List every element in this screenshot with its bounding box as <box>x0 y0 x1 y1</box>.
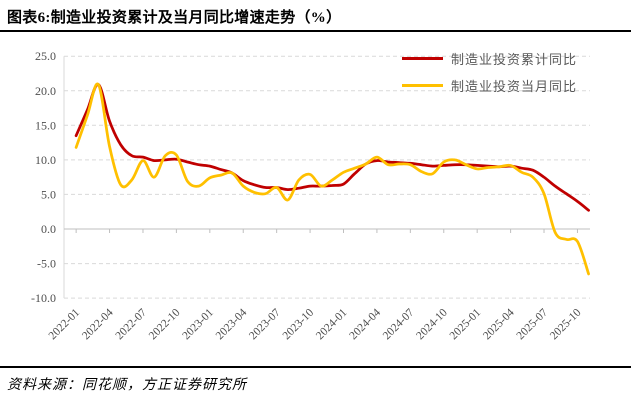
y-axis-label: 0.0 <box>41 222 56 236</box>
y-axis-label: 5.0 <box>41 187 56 201</box>
y-axis-label: 25.0 <box>35 49 56 63</box>
figure-title: 图表6:制造业投资累计及当月同比增速走势（%） <box>7 10 342 26</box>
x-axis-label: 2025-04 <box>481 306 517 342</box>
x-axis-label: 2022-01 <box>47 306 83 342</box>
x-axis-label: 2022-07 <box>114 306 150 342</box>
x-axis-label: 2023-07 <box>247 306 283 342</box>
y-axis-label: -10.0 <box>31 291 56 305</box>
legend-line-cumulative <box>402 56 443 60</box>
x-axis-label: 2024-10 <box>414 306 450 342</box>
legend: 制造业投资累计同比 制造业投资当月同比 <box>402 49 577 103</box>
x-axis-label: 2024-01 <box>314 306 350 342</box>
y-axis-label: 10.0 <box>35 153 56 167</box>
footer-divider <box>0 366 631 368</box>
y-axis-label: 15.0 <box>35 118 56 132</box>
x-axis-label: 2025-07 <box>515 306 551 342</box>
title-divider <box>0 30 631 32</box>
legend-line-monthly <box>402 83 443 87</box>
x-axis-label: 2023-10 <box>281 306 317 342</box>
x-axis-label: 2024-07 <box>381 306 417 342</box>
source-note: 资料来源：同花顺，方正证券研究所 <box>7 378 247 393</box>
legend-label-monthly: 制造业投资当月同比 <box>451 78 578 94</box>
y-axis-label: -5.0 <box>37 257 56 271</box>
legend-item-cumulative: 制造业投资累计同比 <box>402 49 577 67</box>
x-axis-label: 2022-10 <box>147 306 183 342</box>
x-axis-label: 2023-01 <box>180 306 216 342</box>
x-axis-label: 2023-04 <box>214 306 250 342</box>
x-axis-label: 2025-10 <box>548 306 584 342</box>
legend-label-cumulative: 制造业投资累计同比 <box>451 51 578 67</box>
legend-item-monthly: 制造业投资当月同比 <box>402 76 577 94</box>
series-line-cumulative <box>74 83 590 212</box>
x-axis-label: 2025-01 <box>448 306 484 342</box>
x-axis-label: 2022-04 <box>80 306 116 342</box>
series-line-monthly <box>74 82 590 276</box>
x-axis-label: 2024-04 <box>347 306 383 342</box>
y-axis-label: 20.0 <box>35 84 56 98</box>
